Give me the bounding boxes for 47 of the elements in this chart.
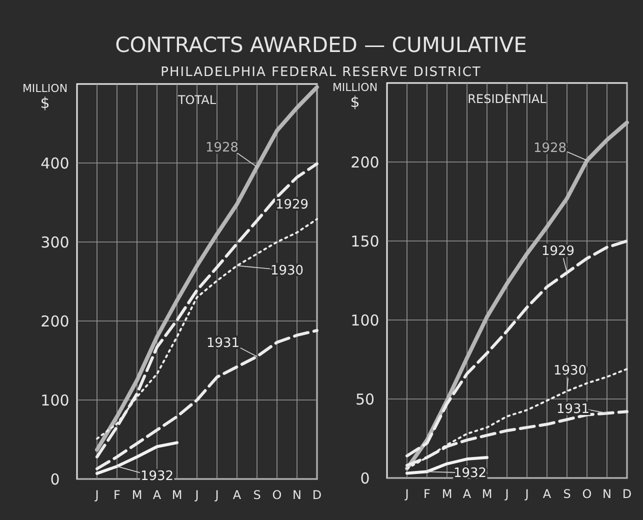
x-tick-label: J	[404, 487, 409, 501]
x-tick-label: D	[622, 487, 632, 501]
x-tick-label: J	[94, 488, 99, 502]
series-label: 1931	[206, 336, 240, 352]
series-label: 1929	[275, 198, 309, 213]
x-tick-label: J	[524, 487, 529, 501]
series-label: 1930	[553, 364, 587, 379]
y-tick-label: 300	[40, 233, 70, 252]
series-label: 1929	[541, 244, 575, 260]
y-tick-label: 50	[355, 390, 375, 408]
x-tick-label: S	[563, 487, 571, 501]
y-tick-label: 200	[350, 153, 380, 172]
x-tick-label: A	[152, 488, 162, 502]
y-tick-label: 100	[40, 391, 70, 410]
annotation: RESIDENTIAL	[468, 92, 547, 106]
x-tick-label: O	[582, 487, 592, 501]
y-tick-label: 400	[40, 154, 70, 172]
y-tick-label: 0	[50, 470, 60, 488]
x-tick-label: F	[114, 488, 121, 502]
x-tick-label: A	[232, 488, 242, 502]
chart-title: CONTRACTS AWARDED — CUMULATIVE	[115, 33, 527, 57]
x-tick-label: F	[424, 487, 431, 501]
x-tick-label: M	[482, 487, 492, 501]
y-tick-label: 0	[360, 469, 370, 488]
x-tick-label: D	[312, 488, 322, 502]
y-axis-title: MILLION $	[332, 81, 378, 111]
annotation: TOTAL	[176, 93, 216, 107]
x-tick-label: N	[602, 487, 612, 501]
series-label: 1930	[270, 263, 304, 278]
x-tick-label: M	[132, 488, 142, 502]
x-tick-label: A	[462, 487, 472, 501]
x-tick-label: M	[172, 488, 182, 502]
x-tick-label: J	[214, 488, 219, 502]
series-label: 1932	[453, 466, 487, 482]
x-tick-label: S	[253, 488, 261, 502]
y-axis-title: MILLION $	[22, 82, 68, 112]
y-tick-label: 200	[40, 312, 70, 330]
chart-subtitle: PHILADELPHIA FEDERAL RESERVE DISTRICT	[160, 65, 482, 80]
x-tick-label: J	[194, 488, 199, 502]
y-tick-label: 100	[350, 311, 380, 330]
y-tick-label: 150	[350, 232, 380, 250]
x-tick-label: N	[292, 488, 302, 502]
x-tick-label: J	[504, 487, 509, 501]
series-label: 1931	[556, 402, 590, 417]
x-tick-label: A	[542, 487, 552, 501]
x-tick-label: O	[272, 488, 282, 502]
x-tick-label: M	[442, 487, 452, 501]
